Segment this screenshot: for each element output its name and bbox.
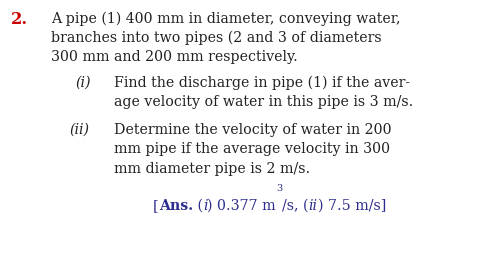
Text: ii: ii — [309, 199, 318, 213]
Text: Ans.: Ans. — [159, 199, 193, 213]
Text: ) 7.5 m/s]: ) 7.5 m/s] — [318, 199, 386, 213]
Text: A pipe (1) 400 mm in diameter, conveying water,: A pipe (1) 400 mm in diameter, conveying… — [51, 11, 400, 26]
Text: i: i — [203, 199, 208, 213]
Text: 3: 3 — [276, 184, 282, 193]
Text: Find the discharge in pipe (1) if the aver-: Find the discharge in pipe (1) if the av… — [114, 75, 410, 90]
Text: mm diameter pipe is 2 m/s.: mm diameter pipe is 2 m/s. — [114, 162, 311, 176]
Text: Determine the velocity of water in 200: Determine the velocity of water in 200 — [114, 123, 392, 137]
Text: mm pipe if the average velocity in 300: mm pipe if the average velocity in 300 — [114, 142, 390, 156]
Text: branches into two pipes (2 and 3 of diameters: branches into two pipes (2 and 3 of diam… — [51, 31, 382, 45]
Text: 2.: 2. — [11, 11, 28, 28]
Text: /s, (: /s, ( — [282, 199, 309, 213]
Text: 300 mm and 200 mm respectively.: 300 mm and 200 mm respectively. — [51, 50, 298, 64]
Text: (ii): (ii) — [69, 123, 89, 137]
Text: (i): (i) — [75, 75, 91, 89]
Text: [: [ — [153, 199, 159, 213]
Text: (: ( — [193, 199, 203, 213]
Text: ) 0.377 m: ) 0.377 m — [208, 199, 276, 213]
Text: age velocity of water in this pipe is 3 m/s.: age velocity of water in this pipe is 3 … — [114, 95, 414, 109]
